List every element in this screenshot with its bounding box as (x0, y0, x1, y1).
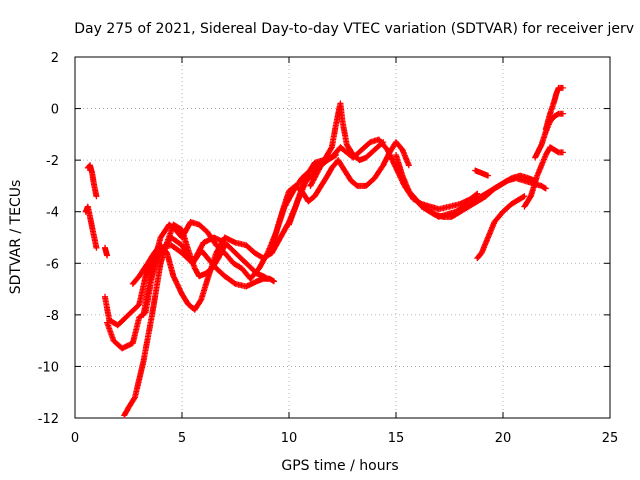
data-series-arc-o (474, 193, 528, 262)
y-tick-label: -2 (46, 154, 59, 169)
x-tick-label: 0 (71, 431, 79, 446)
data-series-arc-r (542, 84, 566, 133)
y-tick-label: -4 (46, 206, 59, 221)
y-tick-label: -12 (38, 412, 59, 427)
y-tick-label: -10 (38, 360, 59, 375)
data-series-arc-i (268, 139, 412, 251)
data-series-arc-l (393, 152, 539, 220)
chart-title: Day 275 of 2021, Sidereal Day-to-day VTE… (74, 21, 634, 37)
data-series-arc-c (102, 244, 111, 259)
data-series-arc-m (410, 175, 549, 220)
data-series-arc-b (84, 162, 100, 200)
plot-frame (74, 56, 611, 419)
x-tick-label: 15 (388, 431, 405, 446)
x-axis-label: GPS time / hours (281, 458, 398, 474)
y-axis-label: SDTVAR / TECUs (8, 180, 24, 295)
y-tick-label: 0 (51, 103, 59, 118)
data-series-arc-n (472, 167, 491, 179)
data-series-arc-k (307, 100, 387, 189)
data-points (82, 84, 566, 419)
y-axis-tick-labels: -12 -10 -8 -6 -4 -2 0 2 (38, 51, 59, 427)
y-tick-label: -8 (46, 309, 59, 324)
data-series-arc-a (82, 203, 100, 251)
x-tick-label: 10 (281, 431, 298, 446)
x-tick-label: 25 (602, 431, 619, 446)
x-tick-label: 20 (495, 431, 512, 446)
data-series-arc-p (521, 144, 566, 210)
axis-ticks (74, 56, 611, 419)
x-tick-label: 5 (178, 431, 186, 446)
x-axis-tick-labels: 0 5 10 15 20 25 (71, 431, 618, 446)
y-tick-label: 2 (51, 51, 59, 66)
y-tick-label: -6 (46, 257, 59, 272)
